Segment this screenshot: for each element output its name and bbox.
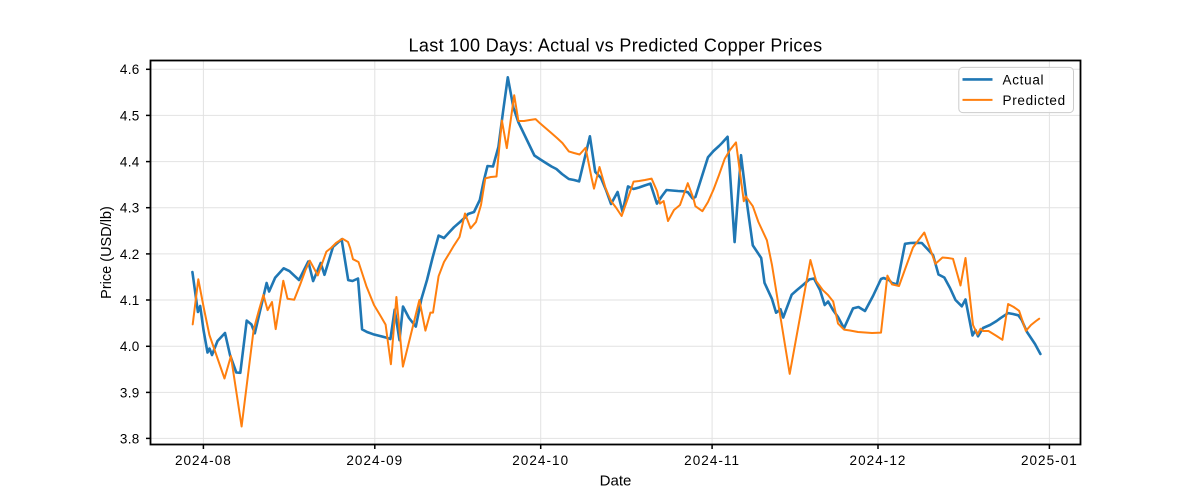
svg-text:Actual: Actual	[1003, 72, 1045, 87]
svg-text:4.2: 4.2	[120, 247, 140, 262]
svg-text:4.3: 4.3	[120, 201, 140, 216]
svg-text:4.6: 4.6	[120, 62, 140, 77]
svg-text:4.1: 4.1	[120, 293, 140, 308]
svg-text:3.8: 3.8	[120, 431, 140, 446]
svg-text:2024-12: 2024-12	[850, 453, 907, 468]
svg-text:2024-08: 2024-08	[175, 453, 232, 468]
svg-text:Predicted: Predicted	[1003, 93, 1066, 108]
svg-text:Price (USD/lb): Price (USD/lb)	[99, 206, 115, 299]
svg-text:2025-01: 2025-01	[1021, 453, 1078, 468]
svg-text:2024-10: 2024-10	[512, 453, 569, 468]
svg-text:4.4: 4.4	[120, 154, 140, 169]
svg-text:4.5: 4.5	[120, 108, 140, 123]
svg-text:3.9: 3.9	[120, 385, 140, 400]
svg-text:Last 100 Days: Actual vs Predi: Last 100 Days: Actual vs Predicted Coppe…	[409, 36, 823, 56]
svg-text:2024-11: 2024-11	[684, 453, 740, 468]
svg-text:4.0: 4.0	[120, 339, 140, 354]
svg-text:Date: Date	[600, 473, 632, 490]
svg-text:2024-09: 2024-09	[346, 453, 403, 468]
